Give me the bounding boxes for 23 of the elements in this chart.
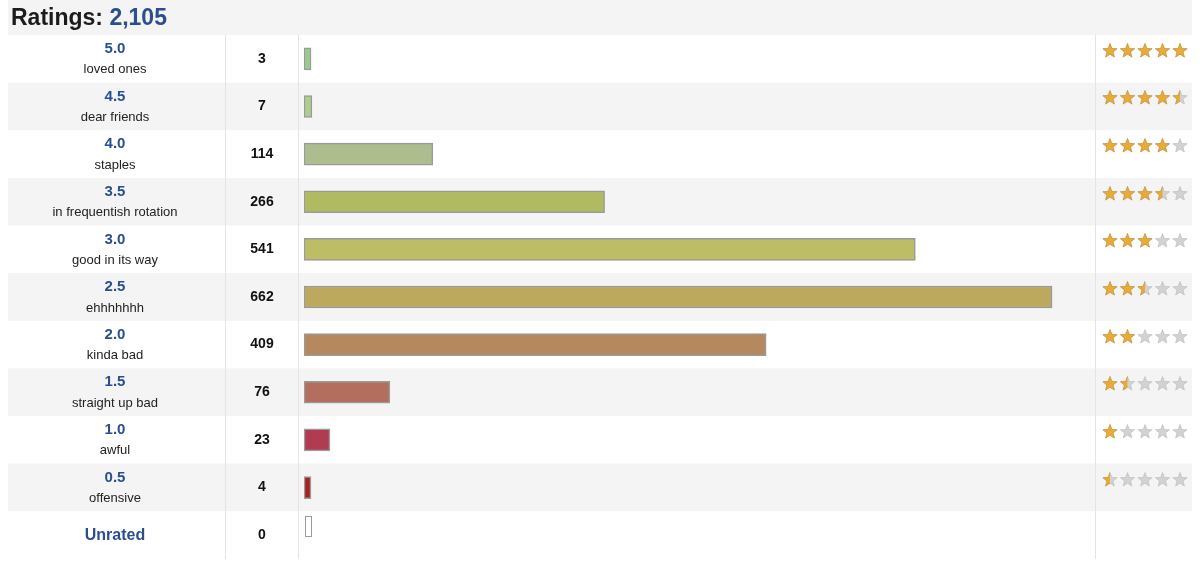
data-label: 266 xyxy=(250,192,274,209)
y-tick-label: 1.0 awful xyxy=(99,420,131,458)
y-tick-label: 1.5 straight up bad xyxy=(71,372,159,410)
data-label: 114 xyxy=(250,144,274,161)
data-label: 4 xyxy=(258,478,267,495)
data-label: 3 xyxy=(258,49,267,66)
data-label: 76 xyxy=(254,383,270,400)
y-tick-label: 2.0 kinda bad xyxy=(86,324,144,363)
data-label: 7 xyxy=(258,97,267,114)
data-label: 409 xyxy=(250,335,274,352)
data-label: 0 xyxy=(258,526,267,543)
data-label: 541 xyxy=(250,240,274,257)
y-tick-label: 5.0 loved ones xyxy=(83,38,147,77)
data-label: 662 xyxy=(250,287,274,304)
y-tick-label: Unrated xyxy=(84,525,146,543)
text: Ratings: 2,105 xyxy=(10,3,168,32)
y-tick-label: 4.5 dear friends xyxy=(80,86,150,125)
y-tick-label: 3.0 good in its way xyxy=(72,229,159,267)
y-tick-label: 3.5 in frequentish rotation xyxy=(52,181,178,220)
data-label: 23 xyxy=(254,430,270,447)
y-tick-label: 2.5 ehhhhhhh xyxy=(86,277,144,315)
y-tick-label: 0.5 offensive xyxy=(89,467,141,506)
y-tick-label: 4.0 staples xyxy=(94,134,137,172)
